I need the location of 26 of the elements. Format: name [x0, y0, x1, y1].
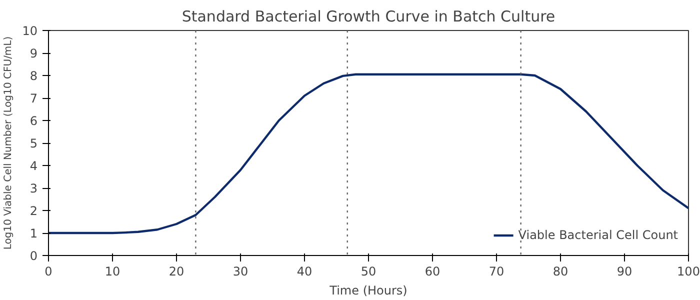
- y-tick-label: 5: [30, 136, 38, 150]
- x-tick-label: 90: [616, 264, 632, 278]
- y-axis-title: Log10 Viable Cell Number (Log10 CFU/mL): [3, 36, 14, 250]
- y-tick-label: 2: [30, 204, 38, 218]
- x-tick-label: 100: [677, 264, 700, 278]
- x-tick-label: 60: [424, 264, 440, 278]
- legend-label: Viable Bacterial Cell Count: [518, 228, 678, 242]
- y-tick-label: 10: [22, 24, 38, 38]
- x-tick-label: 20: [168, 264, 184, 278]
- y-tick-label: 4: [30, 159, 38, 173]
- x-tick-label: 0: [44, 264, 52, 278]
- y-tick-label: 3: [30, 182, 38, 196]
- y-tick-label: 6: [30, 114, 38, 128]
- x-tick-label: 80: [552, 264, 568, 278]
- y-tick-label: 7: [30, 92, 38, 106]
- y-tick-label: 1: [30, 226, 38, 240]
- y-tick-label: 0: [30, 249, 38, 263]
- x-tick-label: 40: [296, 264, 312, 278]
- y-tick-label: 9: [30, 46, 38, 60]
- chart-title: Standard Bacterial Growth Curve in Batch Culture: [182, 8, 556, 26]
- x-tick-label: 10: [104, 264, 120, 278]
- x-tick-label: 50: [360, 264, 376, 278]
- y-tick-label: 8: [30, 69, 38, 83]
- x-axis-title: Time (Hours): [328, 284, 408, 298]
- x-tick-label: 70: [488, 264, 504, 278]
- x-tick-label: 30: [232, 264, 248, 278]
